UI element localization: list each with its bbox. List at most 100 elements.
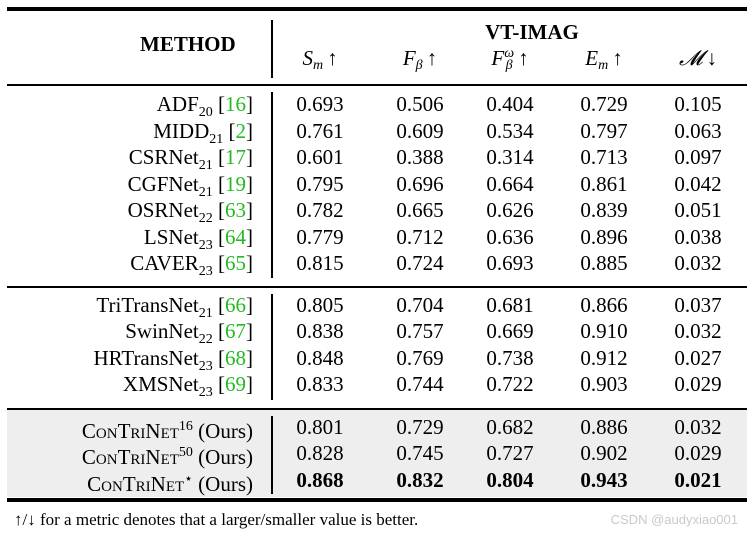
ours-suffix: (Ours): [192, 445, 253, 469]
method-label: XMSNet: [122, 372, 199, 396]
metric-symbol: 𝓜: [678, 46, 703, 70]
table-cell: 0.021: [674, 468, 722, 492]
method-name: CSRNet21 [17]: [5, 144, 253, 179]
dataset-header: VT-IMAG: [485, 20, 579, 44]
table-cell: 0.912: [580, 346, 628, 370]
table-cell: 0.833: [296, 372, 344, 396]
citation-link: 64: [225, 225, 246, 249]
citation-link: 65: [225, 251, 246, 275]
table-cell: 0.037: [674, 293, 722, 317]
metric-subscript: m: [598, 58, 609, 74]
bracket-open: [: [212, 372, 225, 396]
table-cell: 0.896: [580, 225, 628, 249]
table-cell: 0.665: [396, 198, 444, 222]
method-name: ADF20 [16]: [5, 91, 253, 126]
table-cell: 0.797: [580, 119, 628, 143]
bracket-close: ]: [246, 172, 253, 196]
metric-direction-arrow: ↑: [612, 46, 623, 70]
year-subscript: 23: [198, 359, 213, 375]
method-header: METHOD: [140, 32, 236, 56]
ours-divider: [7, 408, 747, 410]
table-cell: 0.681: [486, 293, 534, 317]
method-name: TriTransNet21 [66]: [5, 292, 253, 327]
citation-link: 16: [225, 92, 246, 116]
table-cell: 0.693: [296, 92, 344, 116]
bracket-open: [: [212, 145, 225, 169]
citation-link: 63: [225, 198, 246, 222]
method-label: ConTriNet: [87, 472, 185, 496]
method-label: TriTransNet: [96, 293, 199, 317]
table-cell: 0.839: [580, 198, 628, 222]
bracket-open: [: [223, 119, 236, 143]
method-label: CGFNet: [127, 172, 199, 196]
bracket-open: [: [212, 225, 225, 249]
bottom-rule: [7, 498, 747, 502]
metric-header: 𝓜 ↓: [650, 46, 746, 71]
table-cell: 0.722: [486, 372, 534, 396]
metric-symbol: E: [585, 46, 599, 70]
table-cell: 0.729: [580, 92, 628, 116]
metric-header: F β ↑: [372, 46, 468, 73]
metric-symbol: F: [402, 46, 416, 70]
method-label: LSNet: [143, 225, 199, 249]
year-subscript: 21: [198, 306, 213, 322]
year-subscript: 23: [198, 238, 213, 254]
bracket-open: [: [212, 251, 225, 275]
metric-direction-arrow: ↑: [426, 46, 438, 70]
table-cell: 0.744: [396, 372, 444, 396]
ours-highlight-band: [7, 410, 747, 497]
citation-link: 68: [225, 346, 246, 370]
group1-vertical-rule: [271, 92, 273, 278]
table-cell: 0.029: [674, 372, 722, 396]
bracket-close: ]: [246, 251, 253, 275]
table-cell: 0.943: [580, 468, 628, 492]
header-rule: [7, 84, 747, 86]
metric-symbol: S: [302, 46, 313, 70]
table-cell: 0.828: [296, 441, 344, 465]
table-cell: 0.724: [396, 251, 444, 275]
year-subscript: 21: [198, 158, 213, 174]
citation-link: 67: [225, 319, 246, 343]
bracket-close: ]: [246, 372, 253, 396]
method-name: MIDD21 [2]: [5, 118, 253, 153]
table-cell: 0.105: [674, 92, 722, 116]
table-cell: 0.848: [296, 346, 344, 370]
table-cell: 0.669: [486, 319, 534, 343]
table-cell: 0.868: [296, 468, 344, 492]
group2-vertical-rule: [271, 294, 273, 400]
table-cell: 0.029: [674, 441, 722, 465]
method-name: LSNet23 [64]: [5, 224, 253, 259]
bracket-close: ]: [246, 346, 253, 370]
table-cell: 0.738: [486, 346, 534, 370]
table-cell: 0.388: [396, 145, 444, 169]
model-variant-superscript: 50: [178, 445, 193, 460]
ours-suffix: (Ours): [192, 419, 253, 443]
table-cell: 0.815: [296, 251, 344, 275]
bracket-close: ]: [246, 145, 253, 169]
table-cell: 0.682: [486, 415, 534, 439]
ours-suffix: (Ours): [192, 472, 253, 496]
table-cell: 0.795: [296, 172, 344, 196]
table-cell: 0.042: [674, 172, 722, 196]
citation-link: 19: [225, 172, 246, 196]
method-label: MIDD: [153, 119, 210, 143]
table-cell: 0.885: [580, 251, 628, 275]
table-cell: 0.713: [580, 145, 628, 169]
table-cell: 0.745: [396, 441, 444, 465]
group3-vertical-rule: [271, 416, 273, 494]
citation-link: 66: [225, 293, 246, 317]
table-cell: 0.902: [580, 441, 628, 465]
bracket-open: [: [212, 172, 225, 196]
metric-direction-arrow: ↑: [327, 46, 338, 70]
bracket-close: ]: [246, 293, 253, 317]
table-cell: 0.506: [396, 92, 444, 116]
watermark: CSDN @audyxiao001: [610, 512, 738, 527]
bracket-close: ]: [246, 225, 253, 249]
bracket-close: ]: [246, 119, 253, 143]
bracket-open: [: [212, 319, 225, 343]
table-cell: 0.886: [580, 415, 628, 439]
table-cell: 0.097: [674, 145, 722, 169]
table-cell: 0.779: [296, 225, 344, 249]
table-cell: 0.729: [396, 415, 444, 439]
